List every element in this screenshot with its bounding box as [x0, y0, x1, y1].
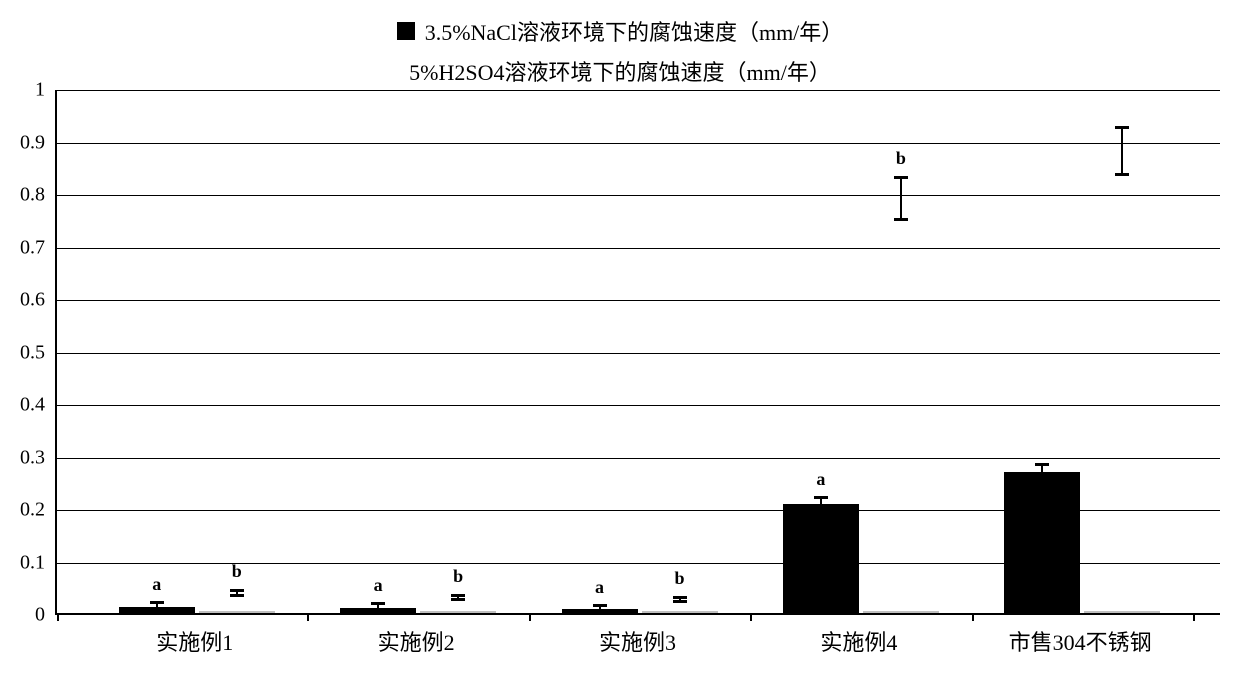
significance-label: a	[152, 574, 161, 595]
y-tick-label: 0.2	[20, 499, 45, 522]
error-cap	[593, 610, 607, 613]
x-category-label: 市售304不锈钢	[1009, 625, 1152, 657]
error-cap	[814, 496, 828, 499]
significance-label: b	[674, 568, 684, 589]
y-tick-label: 0	[35, 604, 45, 627]
bar	[1084, 611, 1160, 613]
x-tick	[972, 613, 974, 621]
gridline	[57, 405, 1220, 406]
error-bar	[1121, 127, 1123, 174]
y-tick-label: 1	[35, 79, 45, 102]
legend-text-2: 5%H2SO4溶液环境下的腐蚀速度（mm/年）	[409, 60, 831, 85]
error-cap	[230, 589, 244, 592]
significance-label: a	[595, 577, 604, 598]
error-cap	[814, 509, 828, 512]
significance-label: a	[374, 575, 383, 596]
y-tick-label: 0.9	[20, 131, 45, 154]
bar	[420, 611, 496, 613]
bar	[1004, 472, 1080, 613]
error-cap	[451, 598, 465, 601]
bar	[783, 504, 859, 613]
error-cap	[673, 600, 687, 603]
error-cap	[371, 610, 385, 613]
gridline	[57, 353, 1220, 354]
x-tick	[57, 613, 59, 621]
error-cap	[150, 609, 164, 612]
legend-item-2: 5%H2SO4溶液环境下的腐蚀速度（mm/年）	[0, 55, 1240, 87]
plot-area: a a a a b b b b	[55, 90, 1220, 615]
significance-label: a	[816, 469, 825, 490]
significance-label: b	[896, 148, 906, 169]
error-cap	[593, 604, 607, 607]
error-cap	[1115, 173, 1129, 176]
x-tick	[750, 613, 752, 621]
error-cap	[1035, 478, 1049, 481]
error-cap	[371, 602, 385, 605]
error-cap	[894, 176, 908, 179]
bar	[642, 611, 718, 613]
x-category-label: 实施例1	[156, 625, 233, 657]
y-tick-label: 0.4	[20, 394, 45, 417]
y-tick-label: 0.7	[20, 236, 45, 259]
x-category-label: 实施例3	[599, 625, 676, 657]
gridline	[57, 90, 1220, 91]
legend-item-1: 3.5%NaCl溶液环境下的腐蚀速度（mm/年）	[0, 15, 1240, 47]
legend-swatch-1	[397, 22, 415, 40]
y-tick-label: 0.3	[20, 446, 45, 469]
error-cap	[230, 594, 244, 597]
gridline	[57, 248, 1220, 249]
gridline	[57, 300, 1220, 301]
y-tick-label: 0.1	[20, 551, 45, 574]
x-tick	[1193, 613, 1195, 621]
error-cap	[894, 218, 908, 221]
y-tick-label: 0.5	[20, 341, 45, 364]
bar	[863, 611, 939, 613]
y-tick-label: 0.6	[20, 289, 45, 312]
legend-text-1: 3.5%NaCl溶液环境下的腐蚀速度（mm/年）	[425, 20, 844, 45]
error-bar	[900, 177, 902, 219]
error-cap	[150, 601, 164, 604]
error-cap	[1035, 463, 1049, 466]
gridline	[57, 143, 1220, 144]
error-cap	[673, 596, 687, 599]
error-cap	[1115, 126, 1129, 129]
x-category-label: 实施例4	[820, 625, 897, 657]
significance-label: b	[232, 561, 242, 582]
error-cap	[451, 594, 465, 597]
significance-label: b	[453, 566, 463, 587]
legend: 3.5%NaCl溶液环境下的腐蚀速度（mm/年） 5%H2SO4溶液环境下的腐蚀…	[0, 15, 1240, 95]
gridline	[57, 195, 1220, 196]
x-tick	[529, 613, 531, 621]
chart: aaaabbbb 00.10.20.30.40.50.60.70.80.91实施…	[55, 90, 1220, 615]
gridline	[57, 458, 1220, 459]
y-tick-label: 0.8	[20, 184, 45, 207]
x-tick	[307, 613, 309, 621]
x-category-label: 实施例2	[378, 625, 455, 657]
bar	[199, 611, 275, 613]
